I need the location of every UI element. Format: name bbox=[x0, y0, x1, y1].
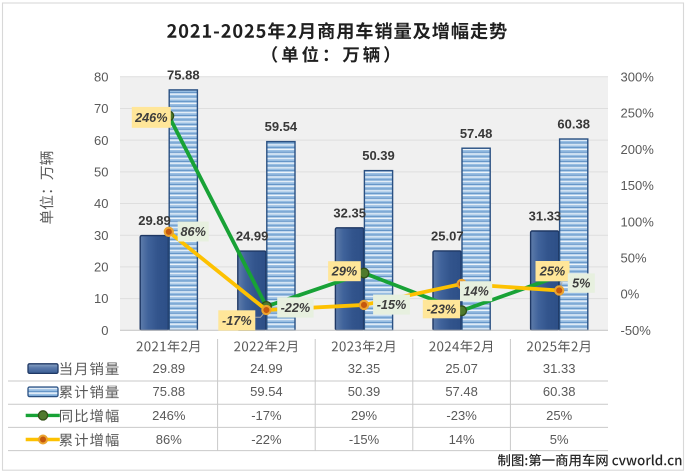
svg-text:-22%: -22% bbox=[251, 432, 282, 447]
svg-text:24.99: 24.99 bbox=[236, 229, 269, 244]
svg-text:59.54: 59.54 bbox=[250, 384, 283, 399]
svg-text:86%: 86% bbox=[156, 432, 182, 447]
svg-text:75.88: 75.88 bbox=[153, 384, 186, 399]
svg-text:-23%: -23% bbox=[446, 408, 477, 423]
svg-text:32.35: 32.35 bbox=[348, 361, 381, 376]
svg-text:-15%: -15% bbox=[377, 298, 407, 312]
svg-text:31.33: 31.33 bbox=[529, 209, 562, 224]
svg-text:57.48: 57.48 bbox=[445, 384, 478, 399]
svg-text:31.33: 31.33 bbox=[543, 361, 576, 376]
svg-text:80: 80 bbox=[94, 69, 108, 84]
svg-text:0: 0 bbox=[101, 323, 108, 338]
svg-text:40: 40 bbox=[94, 196, 108, 211]
svg-text:20: 20 bbox=[94, 260, 108, 275]
svg-text:50.39: 50.39 bbox=[362, 148, 395, 163]
svg-text:50%: 50% bbox=[621, 251, 647, 266]
svg-text:250%: 250% bbox=[621, 106, 655, 121]
svg-text:-15%: -15% bbox=[349, 432, 380, 447]
svg-text:29%: 29% bbox=[351, 408, 377, 423]
svg-text:29.89: 29.89 bbox=[138, 213, 171, 228]
svg-text:-22%: -22% bbox=[281, 301, 311, 315]
svg-text:86%: 86% bbox=[180, 225, 205, 239]
svg-text:200%: 200% bbox=[621, 142, 655, 157]
svg-text:246%: 246% bbox=[134, 111, 167, 125]
svg-text:5%: 5% bbox=[572, 277, 590, 291]
svg-text:0%: 0% bbox=[621, 287, 640, 302]
svg-text:70: 70 bbox=[94, 101, 108, 116]
svg-text:-50%: -50% bbox=[621, 323, 652, 338]
svg-text:24.99: 24.99 bbox=[250, 361, 283, 376]
svg-text:60.38: 60.38 bbox=[557, 117, 590, 132]
svg-text:5%: 5% bbox=[550, 432, 569, 447]
svg-text:25.07: 25.07 bbox=[445, 361, 478, 376]
svg-text:150%: 150% bbox=[621, 178, 655, 193]
svg-text:300%: 300% bbox=[621, 69, 655, 84]
svg-text:60: 60 bbox=[94, 133, 108, 148]
svg-text:-23%: -23% bbox=[427, 303, 457, 317]
svg-text:100%: 100% bbox=[621, 214, 655, 229]
svg-text:50: 50 bbox=[94, 165, 108, 180]
svg-text:14%: 14% bbox=[463, 285, 488, 299]
svg-text:57.48: 57.48 bbox=[460, 126, 493, 141]
svg-text:-17%: -17% bbox=[222, 314, 252, 328]
svg-text:30: 30 bbox=[94, 228, 108, 243]
svg-text:246%: 246% bbox=[152, 408, 186, 423]
svg-text:60.38: 60.38 bbox=[543, 384, 576, 399]
svg-text:25%: 25% bbox=[546, 408, 572, 423]
svg-text:-17%: -17% bbox=[251, 408, 282, 423]
svg-text:10: 10 bbox=[94, 291, 108, 306]
svg-text:29.89: 29.89 bbox=[153, 361, 186, 376]
svg-text:32.35: 32.35 bbox=[333, 205, 366, 220]
svg-text:14%: 14% bbox=[449, 432, 475, 447]
svg-text:59.54: 59.54 bbox=[265, 119, 298, 134]
svg-text:25.07: 25.07 bbox=[431, 229, 464, 244]
svg-text:50.39: 50.39 bbox=[348, 384, 381, 399]
svg-text:25%: 25% bbox=[539, 265, 565, 279]
svg-text:29%: 29% bbox=[331, 265, 357, 279]
svg-text:75.88: 75.88 bbox=[167, 68, 200, 83]
